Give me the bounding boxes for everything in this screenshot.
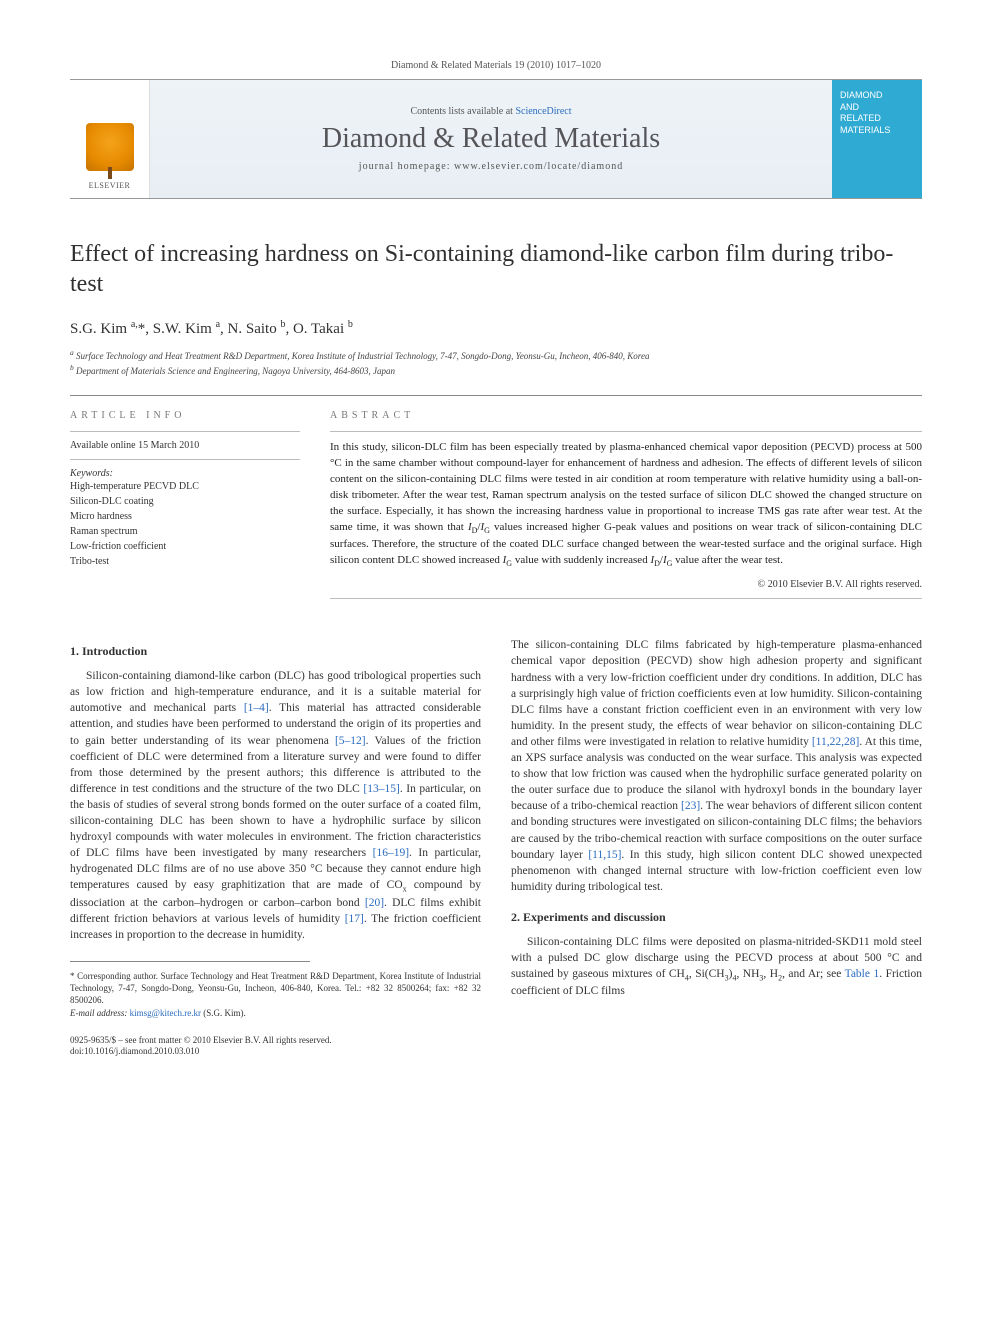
homepage-prefix: journal homepage:: [359, 161, 454, 172]
cover-word-4: MATERIALS: [840, 125, 890, 137]
divider: [330, 598, 922, 599]
affiliation-b: b Department of Materials Science and En…: [70, 363, 922, 378]
publisher-name: ELSEVIER: [89, 181, 131, 190]
section-2-para-1: Silicon-containing DLC films were deposi…: [511, 934, 922, 1000]
cover-word-2: AND: [840, 102, 859, 114]
keyword-item: Low-friction coefficient: [70, 539, 300, 554]
doi-line: doi:10.1016/j.diamond.2010.03.010: [70, 1046, 481, 1058]
divider: [70, 431, 300, 432]
info-abstract-row: ARTICLE INFO Available online 15 March 2…: [70, 395, 922, 607]
keyword-item: Silicon-DLC coating: [70, 494, 300, 509]
footnote-separator: [70, 961, 310, 962]
email-link[interactable]: kimsg@kitech.re.kr: [130, 1008, 201, 1018]
keyword-item: Micro hardness: [70, 509, 300, 524]
journal-header: ELSEVIER Contents lists available at Sci…: [70, 79, 922, 199]
front-matter-line: 0925-9635/$ – see front matter © 2010 El…: [70, 1035, 481, 1047]
keywords-list: High-temperature PECVD DLCSilicon-DLC co…: [70, 479, 300, 569]
keyword-item: High-temperature PECVD DLC: [70, 479, 300, 494]
email-who: (S.G. Kim).: [203, 1008, 246, 1018]
article-title: Effect of increasing hardness on Si-cont…: [70, 239, 922, 299]
elsevier-tree-icon: [86, 123, 134, 171]
corr-text: * Corresponding author. Surface Technolo…: [70, 970, 481, 1006]
page-container: Diamond & Related Materials 19 (2010) 10…: [0, 0, 992, 1098]
citation-line: Diamond & Related Materials 19 (2010) 10…: [70, 60, 922, 71]
info-label: ARTICLE INFO: [70, 410, 300, 421]
abstract-column: ABSTRACT In this study, silicon-DLC film…: [330, 410, 922, 607]
contents-available: Contents lists available at ScienceDirec…: [410, 106, 571, 117]
keywords-label: Keywords:: [70, 468, 300, 479]
body-columns: 1. Introduction Silicon-containing diamo…: [70, 637, 922, 1058]
authors-line: S.G. Kim a,*, S.W. Kim a, N. Saito b, O.…: [70, 319, 922, 338]
keyword-item: Tribo-test: [70, 554, 300, 569]
affiliation-b-text: Department of Materials Science and Engi…: [76, 366, 395, 376]
journal-homepage: journal homepage: www.elsevier.com/locat…: [359, 161, 623, 172]
abstract-label: ABSTRACT: [330, 410, 922, 421]
article-info: ARTICLE INFO Available online 15 March 2…: [70, 410, 300, 607]
contents-prefix: Contents lists available at: [410, 106, 515, 117]
section-2-heading: 2. Experiments and discussion: [511, 909, 922, 926]
homepage-url[interactable]: www.elsevier.com/locate/diamond: [454, 161, 623, 172]
abstract-copyright: © 2010 Elsevier B.V. All rights reserved…: [330, 579, 922, 590]
affiliation-a: a Surface Technology and Heat Treatment …: [70, 348, 922, 363]
affiliations: a Surface Technology and Heat Treatment …: [70, 348, 922, 377]
sciencedirect-link[interactable]: ScienceDirect: [515, 106, 571, 117]
journal-cover: DIAMOND AND RELATED MATERIALS: [832, 80, 922, 198]
header-center: Contents lists available at ScienceDirec…: [150, 80, 832, 198]
corresponding-author-note: * Corresponding author. Surface Technolo…: [70, 970, 481, 1019]
affiliation-a-text: Surface Technology and Heat Treatment R&…: [76, 351, 649, 361]
abstract-text: In this study, silicon-DLC film has been…: [330, 440, 922, 569]
email-label: E-mail address:: [70, 1008, 127, 1018]
journal-title: Diamond & Related Materials: [322, 123, 660, 155]
publisher-logo[interactable]: ELSEVIER: [70, 80, 150, 198]
keyword-item: Raman spectrum: [70, 524, 300, 539]
section-1-para-1: Silicon-containing diamond-like carbon (…: [70, 668, 481, 943]
section-1-heading: 1. Introduction: [70, 643, 481, 660]
article-history: Available online 15 March 2010: [70, 440, 300, 451]
divider: [70, 459, 300, 460]
col2-para-1: The silicon-containing DLC films fabrica…: [511, 637, 922, 895]
cover-word-3: RELATED: [840, 113, 881, 125]
right-column: The silicon-containing DLC films fabrica…: [511, 637, 922, 1058]
left-column: 1. Introduction Silicon-containing diamo…: [70, 637, 481, 1058]
bottom-matter: 0925-9635/$ – see front matter © 2010 El…: [70, 1035, 481, 1058]
email-line: E-mail address: kimsg@kitech.re.kr (S.G.…: [70, 1007, 481, 1019]
cover-word-1: DIAMOND: [840, 90, 883, 102]
divider: [330, 431, 922, 432]
